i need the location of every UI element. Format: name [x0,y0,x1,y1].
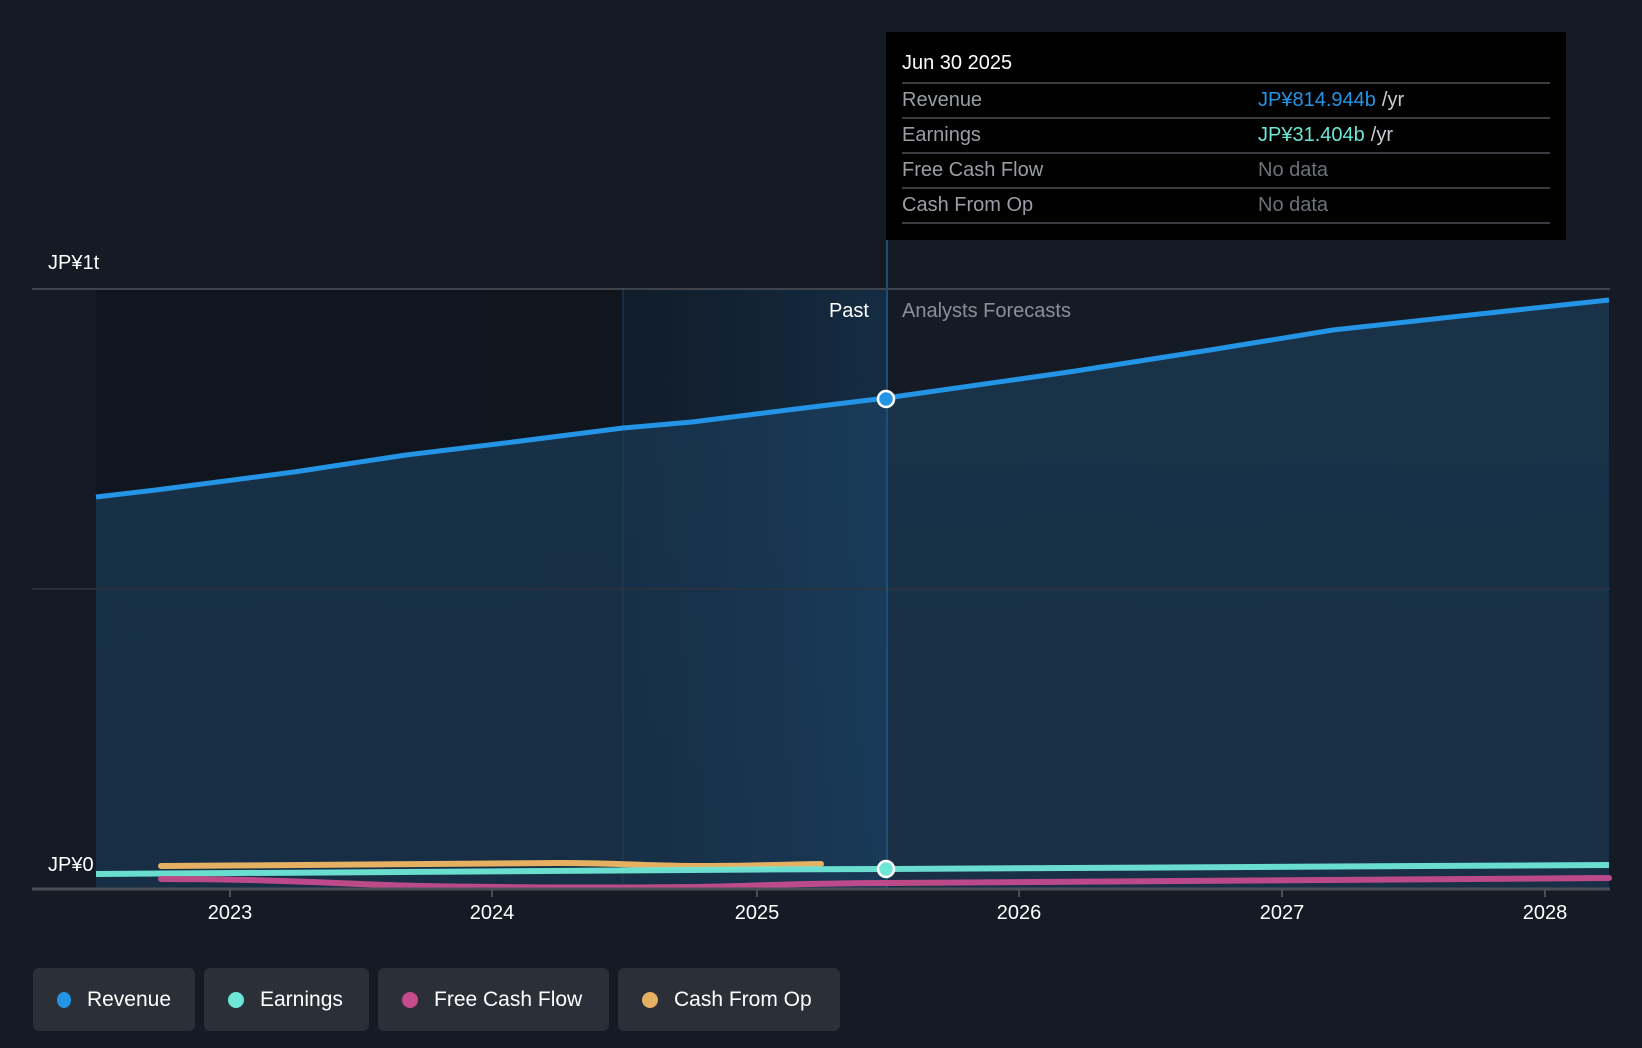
legend-item-revenue[interactable]: Revenue [33,968,195,1031]
free-cash-flow-dot-icon [402,991,418,1008]
tooltip-row-revenue: Revenue JP¥814.944b /yr [902,84,1550,119]
tooltip-row-value: JP¥31.404b [1258,124,1365,146]
x-tick-2024: 2024 [469,902,515,924]
y-axis-label-bottom: JP¥0 [48,854,94,876]
tooltip-row-value: JP¥814.944b [1258,89,1376,111]
legend-item-earnings[interactable]: Earnings [204,968,369,1031]
free-cash-flow-line [158,875,1612,891]
tooltip-row-value: No data [1258,159,1329,181]
x-tick-2027: 2027 [1259,902,1305,924]
data-tooltip: Jun 30 2025 Revenue JP¥814.944b /yr Earn… [886,32,1566,240]
cash-from-op-line [158,859,824,870]
chart-legend: Revenue Earnings Free Cash Flow Cash Fro… [33,968,840,1031]
x-tick-2026: 2026 [996,902,1042,924]
tooltip-row-label: Free Cash Flow [902,159,1044,181]
tooltip-row-label: Earnings [902,124,981,146]
tooltip-date: Jun 30 2025 [902,46,1550,84]
forecast-label: Analysts Forecasts [902,300,1071,322]
x-tick-2025: 2025 [734,902,780,924]
earnings-marker[interactable] [876,859,896,879]
tooltip-row-unit: /yr [1370,124,1393,146]
legend-label: Revenue [86,987,171,1011]
cash-from-op-dot-icon [642,991,658,1008]
legend-item-free-cash-flow[interactable]: Free Cash Flow [378,968,609,1031]
y-axis-label-top: JP¥1t [48,252,100,274]
tooltip-row-free-cash-flow: Free Cash Flow No data [902,154,1550,189]
revenue-line [95,297,1610,500]
revenue-marker[interactable] [876,389,896,409]
x-tick-2028: 2028 [1522,902,1568,924]
tooltip-row-label: Revenue [902,89,983,111]
revenue-dot-icon [57,991,71,1008]
x-axis-ticks [229,889,1546,897]
tooltip-row-label: Cash From Op [902,194,1034,216]
earnings-dot-icon [228,991,244,1008]
legend-label: Free Cash Flow [434,987,583,1011]
tooltip-row-cash-from-op: Cash From Op No data [902,189,1550,224]
chart-area [32,240,1612,897]
past-label: Past [828,300,869,322]
tooltip-row-earnings: Earnings JP¥31.404b /yr [902,119,1550,154]
legend-item-cash-from-op[interactable]: Cash From Op [618,968,840,1031]
legend-label: Earnings [260,987,343,1011]
legend-label: Cash From Op [674,987,812,1011]
tooltip-row-value: No data [1258,194,1329,216]
tooltip-row-unit: /yr [1381,89,1405,111]
x-tick-2023: 2023 [207,902,253,924]
